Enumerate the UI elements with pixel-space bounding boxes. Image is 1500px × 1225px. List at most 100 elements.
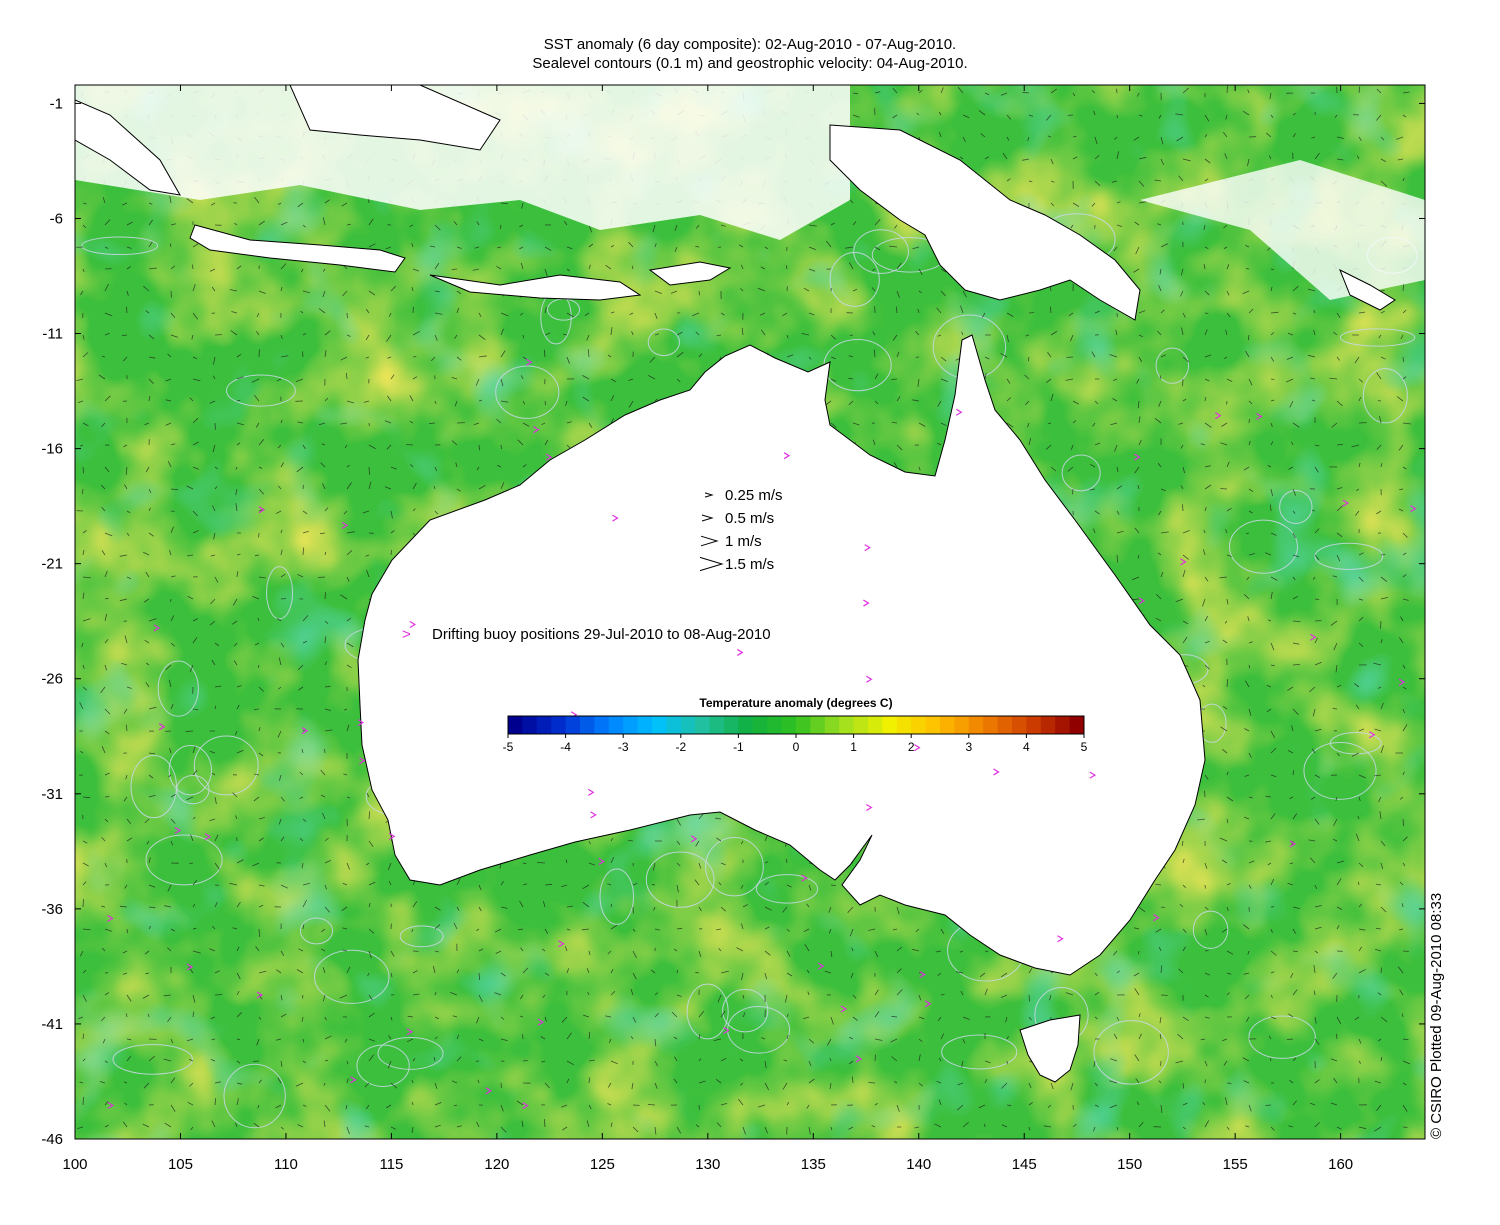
title-line-2: Sealevel contours (0.1 m) and geostrophi… (532, 55, 968, 72)
sealevel-contour (1248, 1015, 1316, 1059)
buoy-marker (174, 826, 182, 834)
buoy-marker (350, 1076, 357, 1084)
sealevel-contour (829, 252, 880, 307)
sealevel-contour (399, 925, 444, 948)
colorbar-ticks: -5 -4 -3 -2 -1 0 1 2 3 4 5 (503, 734, 1088, 754)
buoy-marker (256, 991, 264, 999)
colorbar-swatch (1040, 716, 1056, 734)
buoy-marker (863, 599, 870, 607)
buoy-marker (1215, 412, 1222, 420)
colorbar-swatch (824, 716, 840, 734)
colorbar-tick-label: -5 (503, 740, 514, 754)
buoy-marker (522, 1102, 529, 1110)
buoy-marker (993, 768, 1000, 776)
buoy-marker (587, 788, 595, 796)
colorbar-swatch (882, 716, 898, 734)
colorbar-tick-label: 4 (1023, 740, 1030, 754)
cloud-gap-north-west (75, 85, 850, 240)
colorbar-swatch (925, 716, 941, 734)
credit-text: © CSIRO Plotted 09-Aug-2010 08:33 (1428, 893, 1445, 1139)
sealevel-contour (705, 837, 764, 897)
sealevel-contour (130, 755, 177, 819)
sealevel-contour (1362, 368, 1408, 424)
temperature-colorbar: Temperature anomaly (degrees C) -5 -4 -3 -2… (503, 696, 1088, 754)
x-tick-label: 110 (274, 1156, 298, 1173)
buoy-marker (866, 803, 873, 811)
sealevel-contour (647, 328, 680, 357)
sealevel-contour (1314, 542, 1384, 570)
y-tick-label: -6 (50, 210, 63, 227)
colorbar-swatch (839, 716, 855, 734)
velocity-scale-label: 1.5 m/s (725, 556, 774, 573)
buoy-marker (186, 963, 194, 971)
colorbar-swatch (709, 716, 725, 734)
colorbar-swatch (796, 716, 811, 734)
sealevel-contour (941, 1034, 1018, 1070)
map-plot-area (75, 85, 1425, 1139)
colorbar-swatch (983, 716, 999, 734)
sealevel-contour (1339, 328, 1416, 347)
y-tick-label: -26 (41, 671, 63, 688)
buoy-marker (406, 1028, 414, 1036)
velocity-scale-legend: 0.25 m/s 0.5 m/s 1 m/s 1.5 m/s (699, 487, 783, 573)
velocity-scale-arrow (701, 514, 714, 522)
sealevel-contour (686, 983, 729, 1040)
colorbar-swatch (508, 716, 523, 734)
colorbar-swatches (508, 716, 1085, 734)
buoy-marker (840, 1005, 848, 1013)
colorbar-tick-label: 3 (965, 740, 972, 754)
buoy-marker (817, 962, 825, 970)
sealevel-contour (722, 988, 769, 1033)
buoy-marker (1153, 914, 1160, 922)
buoy-marker (690, 835, 698, 843)
cloud-gap-north-east (1140, 160, 1425, 300)
colorbar-tick-label: -4 (560, 740, 571, 754)
buoy-marker (590, 811, 597, 819)
colorbar-swatch (666, 716, 682, 734)
sealevel-contour (1279, 489, 1313, 524)
colorbar-swatch (580, 716, 595, 734)
colorbar-swatch (853, 716, 869, 734)
buoy-marker (359, 757, 366, 765)
colorbar-swatch (695, 716, 711, 734)
sealevel-contour (1192, 910, 1229, 949)
buoy-marker (258, 506, 266, 514)
buoy-marker (153, 624, 161, 632)
buoy-marker (409, 621, 417, 629)
velocity-scale-label: 0.5 m/s (725, 510, 774, 527)
solomon-islands (1339, 268, 1396, 311)
colorbar-swatch (608, 716, 624, 734)
buoy-marker (545, 453, 553, 461)
x-tick-label: 120 (484, 1156, 509, 1173)
y-axis-ticks: -1-6-11-16-21-26-31-36-41-46 (41, 95, 1425, 1148)
x-tick-label: 105 (168, 1156, 193, 1173)
buoy-marker (919, 970, 926, 978)
buoy-marker (388, 832, 396, 840)
y-tick-label: -11 (42, 326, 63, 343)
velocity-scale-arrow (704, 492, 714, 498)
sealevel-contour (81, 236, 159, 256)
buoy-marker (1410, 505, 1417, 513)
buoy-legend-symbol: > (402, 626, 411, 643)
x-tick-label: 115 (379, 1156, 403, 1173)
x-tick-label: 150 (1117, 1156, 1142, 1173)
buoy-marker (204, 833, 212, 841)
buoy-marker (1310, 633, 1317, 641)
colorbar-title: Temperature anomaly (degrees C) (699, 696, 892, 710)
colorbar-swatch (1069, 716, 1085, 734)
buoy-marker (357, 719, 365, 727)
sealevel-contour (755, 874, 819, 904)
colorbar-tick-label: -3 (618, 740, 629, 754)
velocity-scale-arrow (699, 556, 724, 572)
colorbar-swatch (551, 716, 567, 734)
sulawesi-borneo (289, 85, 501, 151)
colorbar-swatch (738, 716, 754, 734)
buoy-marker (955, 408, 963, 416)
buoy-marker (533, 426, 540, 434)
buoy-marker (723, 1026, 730, 1034)
buoy-marker (864, 544, 871, 552)
plot-frame (74, 84, 1426, 1140)
x-tick-label: 140 (906, 1156, 931, 1173)
sealevel-contour (377, 1037, 444, 1070)
colorbar-swatch (1055, 716, 1071, 734)
